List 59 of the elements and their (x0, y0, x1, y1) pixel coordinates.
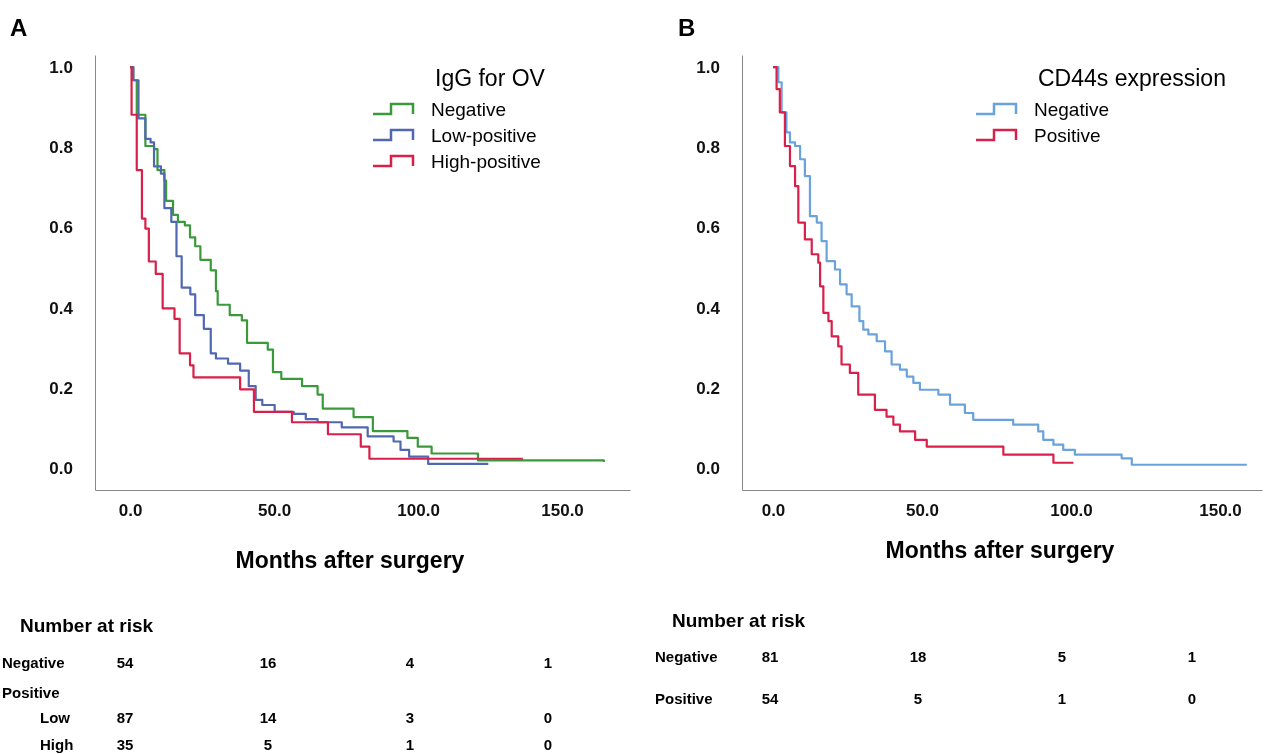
x-tick-label: 150.0 (1199, 501, 1242, 521)
legend-label: High-positive (431, 151, 541, 172)
text: 16 (259, 654, 277, 671)
text: 1 (1187, 648, 1197, 665)
text: Negative (655, 648, 718, 665)
text: Low (40, 709, 71, 726)
y-tick-label: 0.2 (696, 378, 720, 398)
text: 0 (1187, 690, 1197, 707)
text: 87 (116, 709, 134, 726)
chart-title: B (678, 14, 696, 41)
text: 3 (405, 709, 415, 726)
x-tick-label: 0.0 (761, 501, 786, 521)
text: 18 (909, 648, 927, 665)
chart-title: A (10, 14, 28, 41)
legend-label: Negative (1034, 99, 1109, 120)
text: 1 (1057, 690, 1067, 707)
y-tick-label: 1.0 (49, 57, 73, 77)
text: 0 (543, 736, 553, 753)
text: 1 (543, 654, 553, 671)
y-tick-label: 0.4 (696, 298, 721, 318)
text: Negative (2, 654, 65, 671)
text: 14 (259, 709, 277, 726)
legend-label: Low-positive (431, 125, 537, 146)
y-tick-label: 0.8 (49, 138, 73, 158)
text: 4 (405, 654, 415, 671)
y-tick-label: 0.2 (49, 378, 73, 398)
x-axis-title: Months after surgery (885, 537, 1115, 563)
text: 5 (1057, 648, 1067, 665)
text: 1 (405, 736, 415, 753)
y-tick-label: 0.6 (696, 218, 720, 238)
text: 81 (761, 648, 779, 665)
y-tick-label: 0.4 (49, 298, 74, 318)
legend-title: CD44s expression (1038, 65, 1226, 91)
legend-label: Negative (431, 99, 506, 120)
text: 35 (116, 736, 134, 753)
y-tick-label: 0.6 (49, 218, 73, 238)
x-tick-label: 0.0 (118, 501, 143, 521)
legend-title: IgG for OV (435, 65, 546, 91)
x-tick-label: 50.0 (905, 501, 940, 521)
text: 54 (761, 690, 779, 707)
x-tick-label: 150.0 (541, 501, 584, 521)
text: Number at risk (20, 615, 154, 636)
x-axis-title: Months after surgery (235, 547, 465, 573)
y-tick-label: 1.0 (696, 57, 720, 77)
x-tick-label: 100.0 (1050, 501, 1093, 521)
legend-label: Positive (1034, 125, 1101, 146)
y-tick-label: 0.8 (696, 138, 720, 158)
text: 54 (116, 654, 134, 671)
text: 0 (543, 709, 553, 726)
text: Number at risk (672, 610, 806, 631)
y-tick-label: 0.0 (696, 458, 720, 478)
x-tick-label: 50.0 (258, 501, 292, 521)
text: 5 (263, 736, 273, 753)
x-tick-label: 100.0 (397, 501, 440, 521)
text: Positive (655, 690, 713, 707)
text: 5 (913, 690, 923, 707)
text: High (40, 736, 74, 753)
text: Positive (2, 684, 60, 701)
y-tick-label: 0.0 (49, 458, 73, 478)
